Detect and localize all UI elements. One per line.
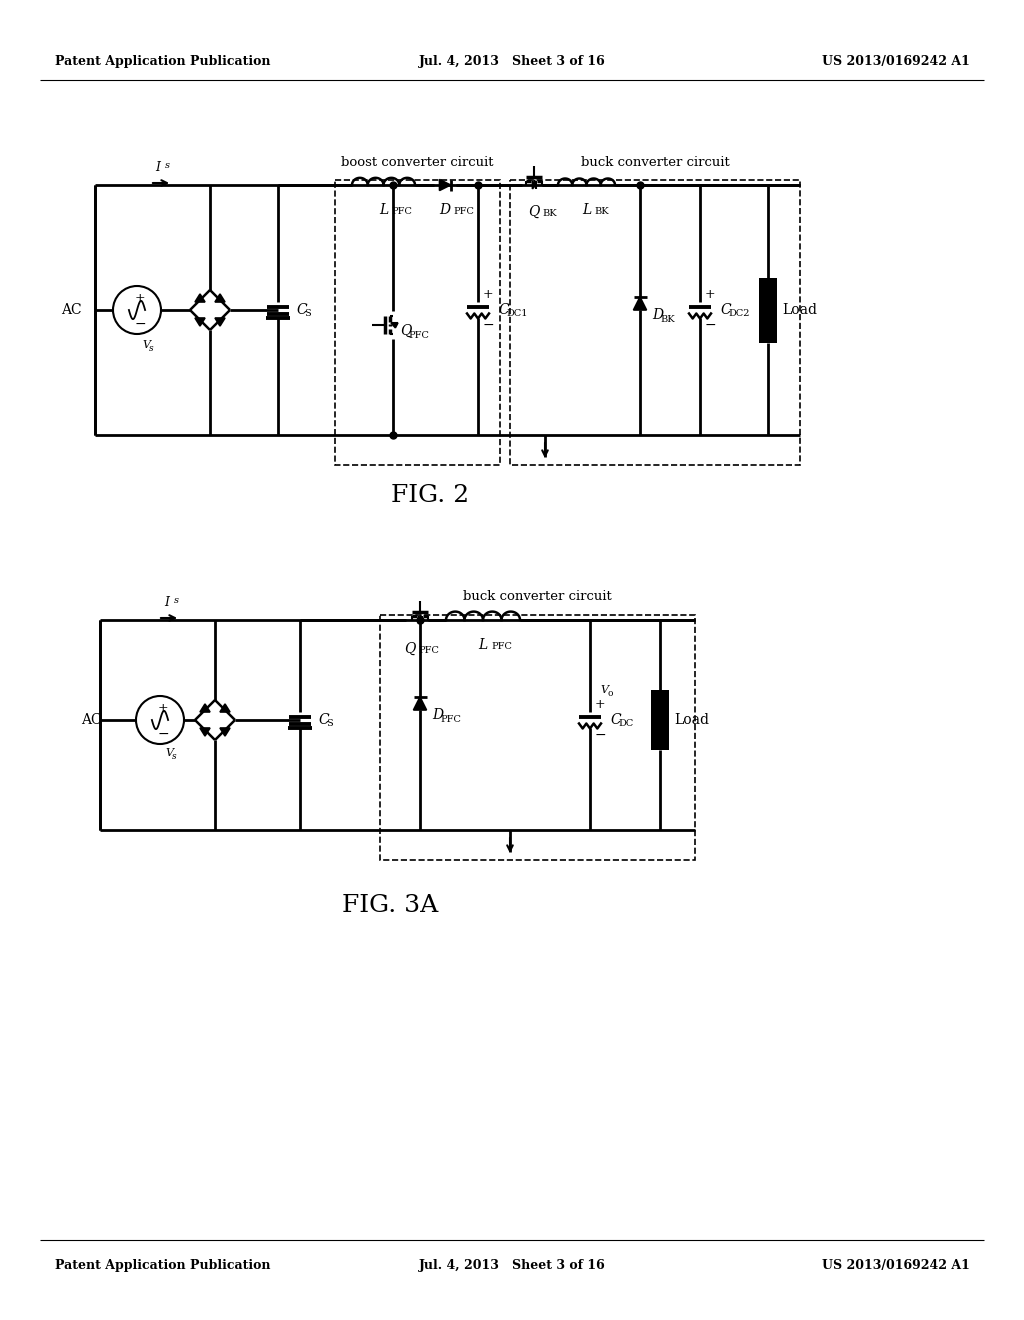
Text: buck converter circuit: buck converter circuit [463,590,612,603]
Text: L: L [379,203,388,216]
Text: US 2013/0169242 A1: US 2013/0169242 A1 [822,55,970,69]
Bar [759,277,777,342]
Text: I: I [156,161,161,174]
Polygon shape [220,729,230,737]
Polygon shape [200,704,210,711]
Text: PFC: PFC [440,714,461,723]
Bar [651,690,669,750]
Text: L: L [478,638,487,652]
Text: o: o [607,689,612,698]
Text: Q: Q [404,642,416,656]
Text: US 2013/0169242 A1: US 2013/0169242 A1 [822,1258,970,1271]
Text: V: V [142,341,150,350]
Text: D: D [439,203,451,216]
Text: L: L [582,203,591,216]
Text: D: D [652,308,664,322]
Text: PFC: PFC [453,207,474,216]
Text: −: − [482,318,494,333]
Text: s: s [174,597,179,605]
Text: −: − [594,729,606,742]
Polygon shape [195,294,205,302]
Text: AC: AC [61,304,82,317]
Text: BK: BK [595,207,609,216]
Text: C: C [720,304,731,317]
Text: Load: Load [782,304,817,317]
Text: Load: Load [674,713,709,727]
Text: FIG. 3A: FIG. 3A [342,894,438,916]
Text: AC: AC [81,713,102,727]
Text: I: I [165,597,170,609]
Text: +: + [705,289,716,301]
Polygon shape [439,180,451,190]
Text: s: s [150,345,154,352]
Polygon shape [634,297,646,310]
Text: −: − [134,317,145,331]
Text: FIG. 2: FIG. 2 [391,483,469,507]
Text: PFC: PFC [418,645,439,655]
Text: DC: DC [618,719,633,729]
Text: +: + [595,698,605,711]
Polygon shape [200,729,210,737]
Polygon shape [220,704,230,711]
Text: BK: BK [660,314,675,323]
Text: +: + [135,292,145,305]
Text: Q: Q [400,323,412,338]
Text: C: C [498,304,509,317]
Text: Jul. 4, 2013   Sheet 3 of 16: Jul. 4, 2013 Sheet 3 of 16 [419,55,605,69]
Text: +: + [482,289,494,301]
Text: boost converter circuit: boost converter circuit [341,156,494,169]
Text: PFC: PFC [408,330,429,339]
Text: Jul. 4, 2013   Sheet 3 of 16: Jul. 4, 2013 Sheet 3 of 16 [419,1258,605,1271]
Text: +: + [158,701,168,714]
Text: Q: Q [528,205,540,219]
Text: S: S [326,719,333,729]
Text: −: − [705,318,716,333]
Bar [510,180,800,465]
Text: BK: BK [542,209,557,218]
Text: Patent Application Publication: Patent Application Publication [55,55,270,69]
Text: V: V [600,685,608,696]
Polygon shape [215,318,225,326]
Text: buck converter circuit: buck converter circuit [581,156,729,169]
Text: PFC: PFC [391,207,413,216]
Text: C: C [318,713,329,727]
Polygon shape [195,318,205,326]
Bar [380,615,695,861]
Text: DC2: DC2 [728,309,750,318]
Text: s: s [165,161,170,170]
Text: V: V [165,748,173,758]
Text: PFC: PFC [490,642,512,651]
Text: DC1: DC1 [506,309,527,318]
Text: C: C [610,713,621,727]
Text: −: − [158,727,169,741]
Text: C: C [296,304,306,317]
Polygon shape [215,294,225,302]
Text: S: S [304,309,310,318]
Text: s: s [172,752,176,762]
Polygon shape [391,323,398,327]
Polygon shape [419,616,422,624]
Text: D: D [432,708,443,722]
Polygon shape [532,181,536,189]
Bar [335,180,500,465]
Text: Patent Application Publication: Patent Application Publication [55,1258,270,1271]
Polygon shape [414,697,427,710]
